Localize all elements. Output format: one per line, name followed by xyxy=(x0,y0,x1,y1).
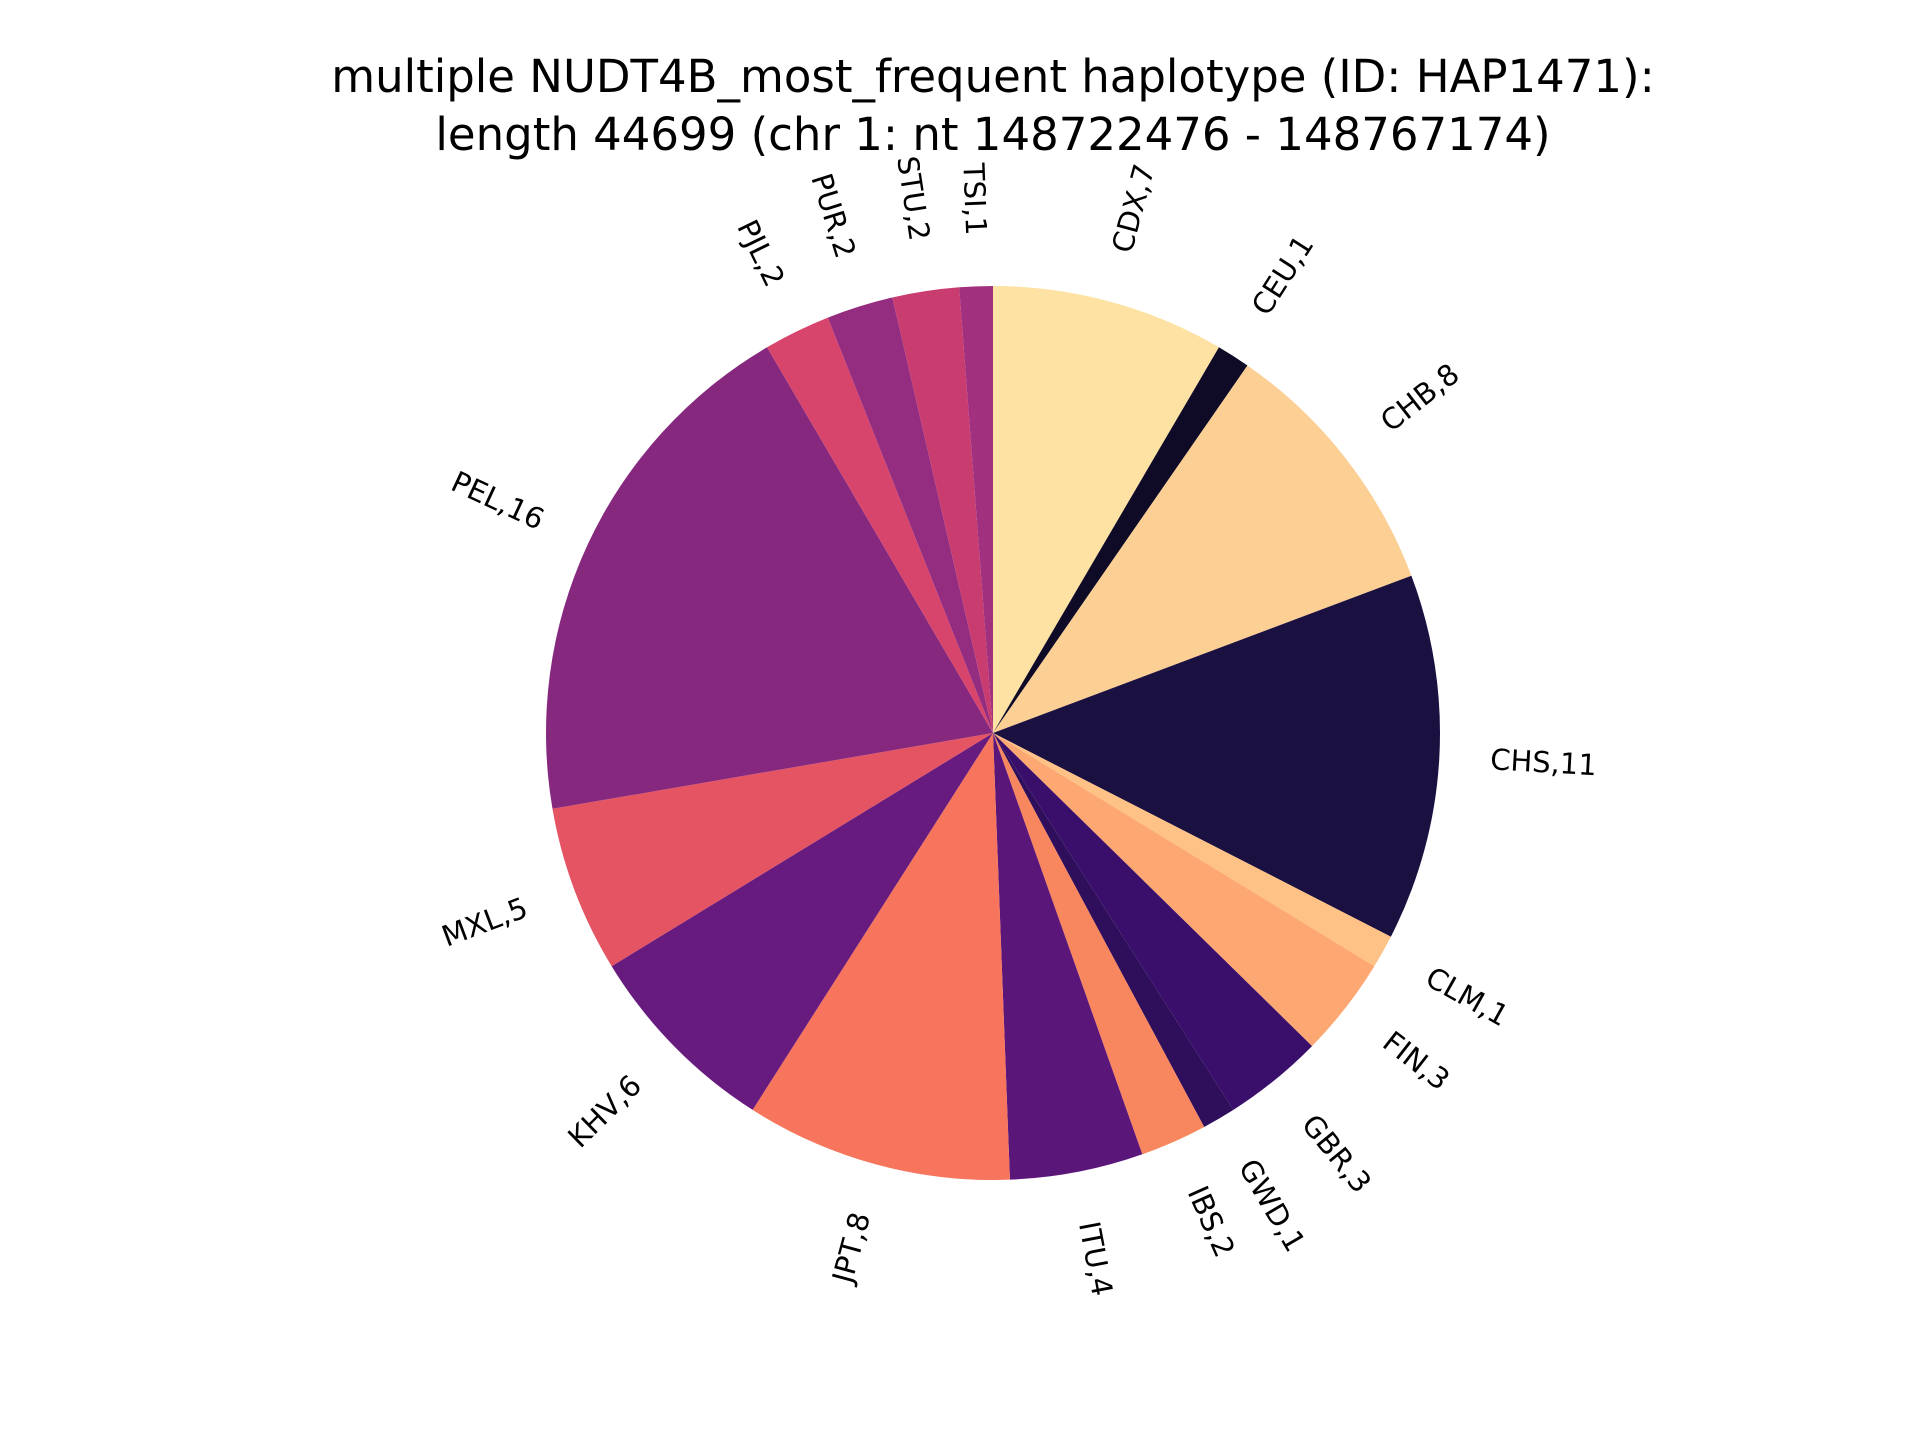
pie-slice-khv xyxy=(611,733,993,1110)
pie-slice-stu xyxy=(892,287,993,733)
pie-slice-chs xyxy=(993,575,1441,937)
pie-label-khv: KHV,6 xyxy=(561,1068,648,1154)
pie-slice-pjl xyxy=(767,317,993,733)
pie-label-clm: CLM,1 xyxy=(1420,960,1514,1033)
pie-slice-gwd xyxy=(993,733,1234,1127)
pie-slice-clm xyxy=(993,733,1391,967)
pie-slice-cdx xyxy=(993,286,1219,733)
pie-slice-mxl xyxy=(552,733,993,967)
pie-label-pjl: PJL,2 xyxy=(730,214,791,292)
pie-label-ceu: CEU,1 xyxy=(1245,229,1321,321)
chart-title-line-1: multiple NUDT4B_most_frequent haplotype … xyxy=(331,50,1655,103)
pie-slice-ibs xyxy=(993,733,1205,1155)
chart-title-line-2: length 44699 (chr 1: nt 148722476 - 1487… xyxy=(435,108,1551,161)
pie-slices xyxy=(546,286,1441,1181)
pie-slice-chb xyxy=(993,365,1412,733)
chart-title: multiple NUDT4B_most_frequent haplotype … xyxy=(0,48,1920,164)
pie-label-chb: CHB,8 xyxy=(1374,357,1466,439)
pie-label-itu: ITU,4 xyxy=(1072,1219,1120,1299)
pie-slice-pel xyxy=(546,347,993,809)
pie-label-chs: CHS,11 xyxy=(1489,742,1597,782)
pie-label-jpt: JPT,8 xyxy=(825,1209,877,1289)
pie-label-ibs: IBS,2 xyxy=(1181,1181,1242,1262)
pie-slice-fin xyxy=(993,733,1375,1047)
pie-label-stu: STU,2 xyxy=(890,154,936,243)
pie-slice-itu xyxy=(993,733,1143,1180)
pie-slice-gbr xyxy=(993,733,1313,1110)
pie-label-fin: FIN,3 xyxy=(1376,1024,1456,1097)
pie-label-mxl: MXL,5 xyxy=(437,890,532,953)
pie-label-pel: PEL,16 xyxy=(446,464,549,536)
pie-label-gwd: GWD,1 xyxy=(1232,1153,1312,1257)
pie-label-cdx: CDX,7 xyxy=(1105,160,1161,256)
pie-slice-ceu xyxy=(993,347,1248,733)
pie-label-tsi: TSI,1 xyxy=(956,161,993,236)
pie-slice-tsi xyxy=(959,286,993,733)
pie-label-pur: PUR,2 xyxy=(804,169,862,262)
pie-label-gbr: GBR,3 xyxy=(1295,1108,1378,1199)
pie-slice-jpt xyxy=(752,733,1010,1181)
pie-slice-pur xyxy=(827,297,993,733)
